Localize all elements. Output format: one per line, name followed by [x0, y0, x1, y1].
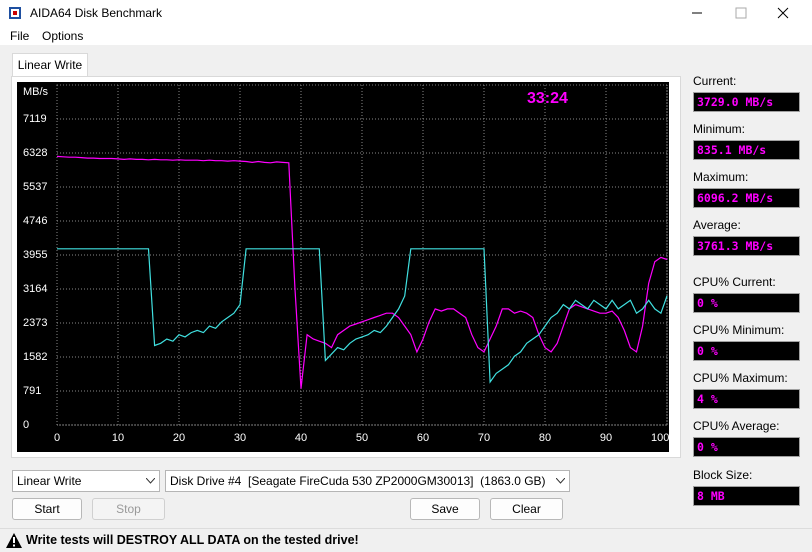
- x-tick-label: 0: [54, 432, 60, 444]
- y-tick-label: 1582: [23, 351, 47, 363]
- stat-label: Average:: [693, 218, 741, 232]
- window-controls[interactable]: [680, 0, 812, 26]
- stat-value: 8 MB: [693, 486, 800, 506]
- y-tick-label: 7119: [23, 113, 47, 125]
- warning-icon: [6, 533, 22, 548]
- stat-value: 6096.2 MB/s: [693, 188, 800, 208]
- stop-button: Stop: [92, 498, 165, 520]
- stat-value: 835.1 MB/s: [693, 140, 800, 160]
- x-tick-label: 60: [417, 432, 429, 444]
- data-line: [56, 155, 668, 389]
- x-tick-label: 70: [478, 432, 490, 444]
- dropdown-arrow: [146, 478, 155, 484]
- x-tick-label: 40: [295, 432, 307, 444]
- stat-label: CPU% Current:: [693, 275, 776, 289]
- y-tick-label: 4746: [23, 215, 47, 227]
- x-tick-label: 100 %: [651, 432, 669, 444]
- y-tick-label: 0: [23, 419, 29, 431]
- y-tick-label: 6328: [23, 147, 47, 159]
- stat-label: CPU% Minimum:: [693, 323, 785, 337]
- menu-bar: File Options: [0, 26, 812, 45]
- data-line: [57, 248, 668, 384]
- stat-value: 3761.3 MB/s: [693, 236, 800, 256]
- test-select-text: Linear Write: [17, 474, 82, 488]
- tab[interactable]: Linear Write: [12, 53, 88, 76]
- stat-label: Minimum:: [693, 122, 746, 136]
- x-tick-label: 80: [539, 432, 551, 444]
- menu-file[interactable]: File: [10, 29, 30, 43]
- clear-button[interactable]: Clear: [490, 498, 563, 520]
- y-tick-label: 791: [23, 385, 41, 397]
- drive-select[interactable]: Disk Drive #4 [Seagate FireCuda 530 ZP20…: [165, 470, 570, 492]
- x-tick-label: 20: [173, 432, 185, 444]
- chart: MB/s 33:24 0 791 1582 2373 3164 3955 4746 5537 6…: [17, 82, 669, 452]
- warning-text: Write tests will DESTROY ALL DATA on the…: [26, 533, 359, 547]
- y-tick-label: 2373: [23, 317, 47, 329]
- y-tick-label: 3955: [23, 249, 47, 261]
- x-tick-label: 10: [112, 432, 124, 444]
- y-tick-label: 5537: [23, 181, 47, 193]
- x-tick-label: 30: [234, 432, 246, 444]
- stat-value: 3729.0 MB/s: [693, 92, 800, 112]
- timer: 33:24: [527, 90, 568, 107]
- x-tick-label: 50: [356, 432, 368, 444]
- stat-label: Block Size:: [693, 468, 753, 482]
- test-select[interactable]: Linear Write: [12, 470, 160, 492]
- app-icon: [9, 7, 21, 19]
- start-button[interactable]: Start: [12, 498, 82, 520]
- menu-options[interactable]: Options: [42, 29, 84, 43]
- stat-value: 0 %: [693, 341, 800, 361]
- x-tick-label: 90: [600, 432, 612, 444]
- stat-value: 0 %: [693, 437, 800, 457]
- warning-bar: Write tests will DESTROY ALL DATA on the…: [0, 528, 812, 552]
- stat-label: Maximum:: [693, 170, 749, 184]
- stat-label: CPU% Maximum:: [693, 371, 788, 385]
- stat-label: CPU% Average:: [693, 419, 780, 433]
- window-title: AIDA64 Disk Benchmark: [30, 6, 163, 20]
- stat-value: 4 %: [693, 389, 800, 409]
- chart-background: [17, 82, 669, 452]
- title-bar: AIDA64 Disk Benchmark: [0, 0, 812, 26]
- y-axis-label: MB/s: [23, 86, 49, 98]
- drive-select-text: Disk Drive #4 [Seagate FireCuda 530 ZP20…: [170, 474, 546, 488]
- stat-value: 0 %: [693, 293, 800, 313]
- dropdown-arrow: [556, 478, 565, 484]
- stat-label: Current:: [693, 74, 737, 88]
- y-tick-label: 3164: [23, 283, 47, 295]
- save-button[interactable]: Save: [410, 498, 480, 520]
